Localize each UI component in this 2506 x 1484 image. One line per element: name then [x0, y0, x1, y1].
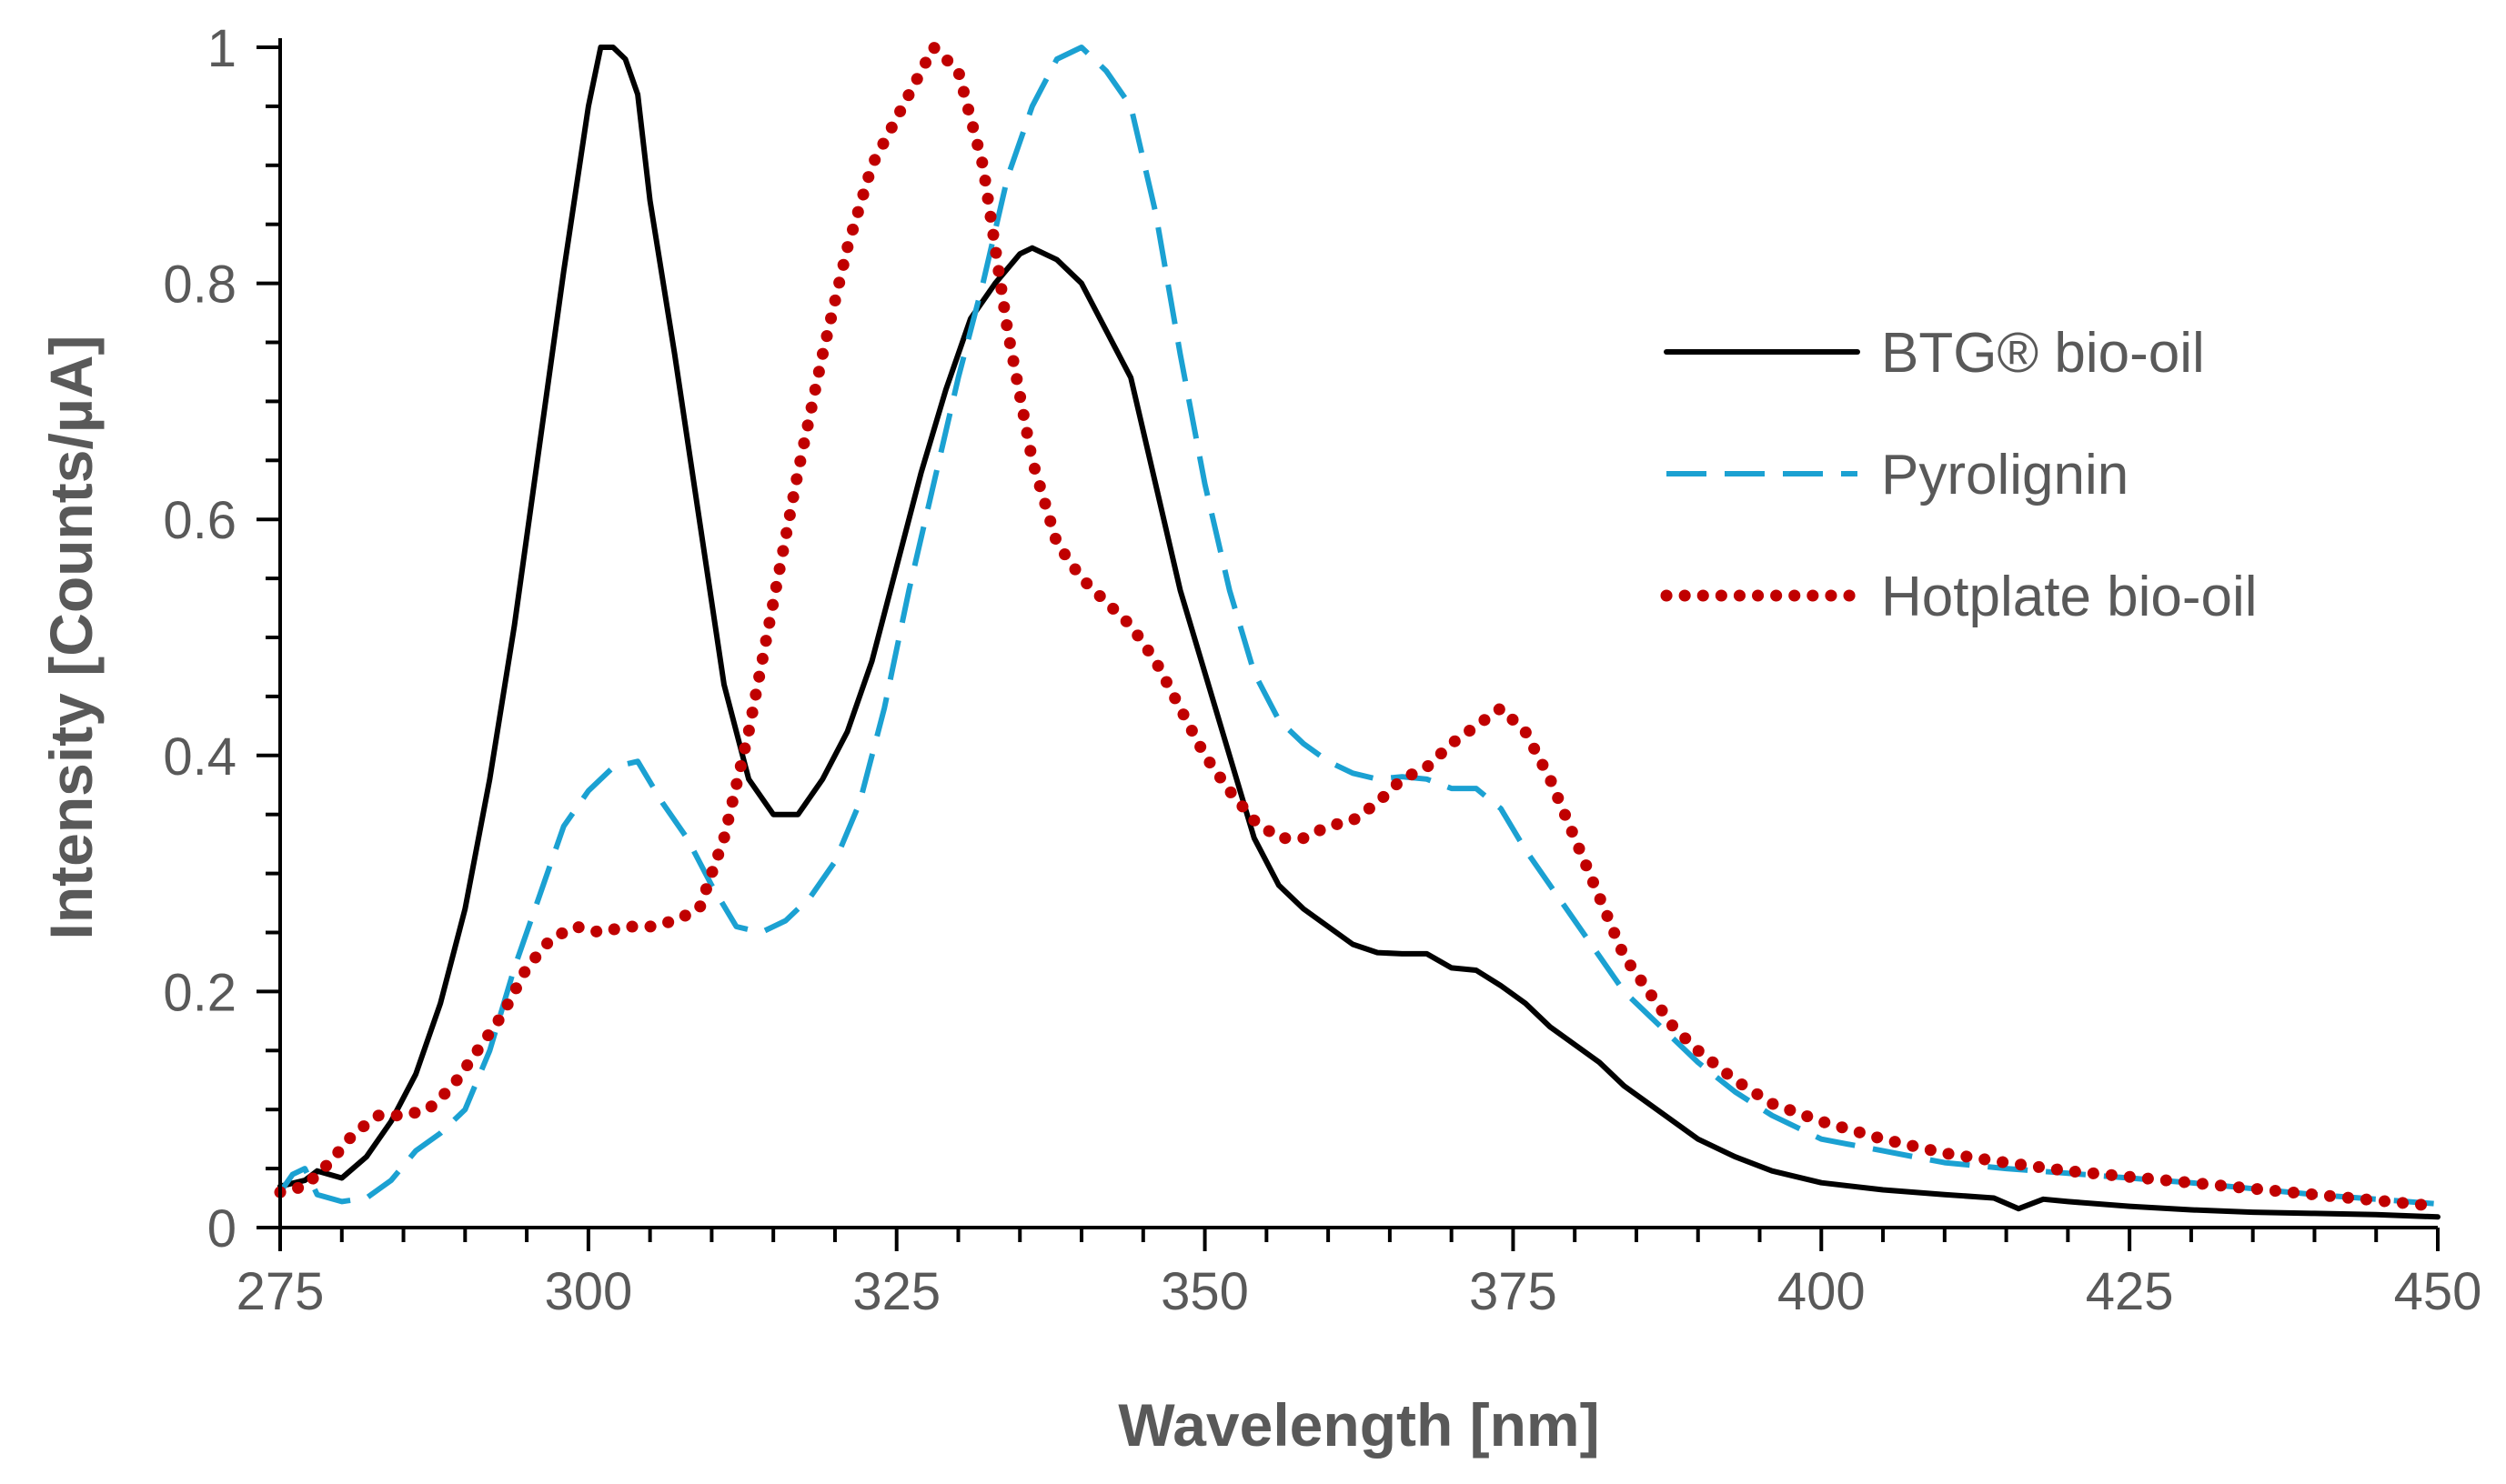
y-tick-label: 0.8 — [163, 256, 237, 315]
y-tick-label: 0.2 — [163, 963, 237, 1022]
y-tick-label: 0.4 — [163, 727, 237, 787]
y-tick-label: 0.6 — [163, 491, 237, 550]
plot-series — [274, 41, 2444, 1220]
x-tick-label: 450 — [2394, 1262, 2482, 1321]
x-tick-label: 350 — [1161, 1262, 1249, 1321]
y-axis-ticks: 0 0.2 0.4 0.6 0.8 1 — [163, 19, 280, 1258]
x-tick-label: 375 — [1469, 1262, 1557, 1321]
y-tick-label: 0 — [207, 1199, 237, 1258]
series-line-hotplate-bio-oil — [274, 41, 2444, 1213]
y-axis-title: Intensity [Counts/µA] — [37, 336, 105, 940]
x-tick-label: 300 — [544, 1262, 632, 1321]
y-tick-label: 1 — [207, 19, 237, 78]
x-tick-label: 425 — [2086, 1262, 2174, 1321]
series-line-btg-bio-oil — [277, 45, 2441, 1220]
x-tick-label: 275 — [237, 1262, 325, 1321]
legend: BTG® bio-oil Pyrolignin Hotplate bio-oil — [1660, 322, 2258, 628]
legend-label: Hotplate bio-oil — [1881, 566, 2258, 628]
x-axis-title: Wavelength [nm] — [1118, 1391, 1599, 1459]
x-tick-label: 325 — [852, 1262, 941, 1321]
series-line-pyrolignin — [277, 45, 2439, 1207]
x-axis-ticks: 275 300 325 350 375 400 425 450 — [237, 1228, 2482, 1321]
legend-label: BTG® bio-oil — [1881, 322, 2205, 385]
legend-label: Pyrolignin — [1881, 444, 2129, 506]
x-tick-label: 400 — [1777, 1262, 1866, 1321]
axes — [278, 38, 2438, 1229]
